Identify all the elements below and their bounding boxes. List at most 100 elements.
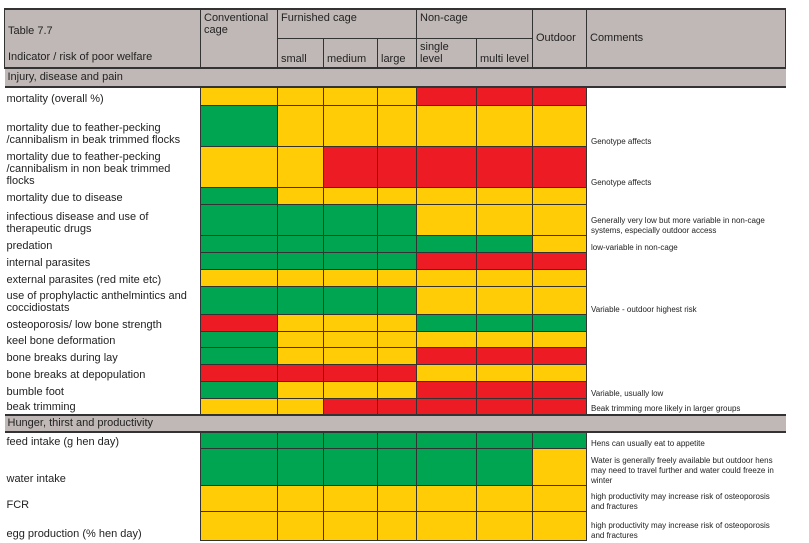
comment: Variable, usually low [591, 388, 664, 398]
risk-cell-medium [323, 347, 378, 365]
table-row: predation low-variable in non-cage [5, 235, 786, 253]
risk-cell-medium [476, 331, 533, 348]
risk-cell-medium [277, 105, 324, 147]
risk-cell-medium [323, 485, 378, 512]
header-single-level: single level [416, 37, 477, 68]
risk-cell-high [200, 314, 278, 332]
table-label: Table 7.7 [8, 25, 53, 38]
section-comment-cell [586, 66, 786, 88]
risk-cell-high [377, 146, 417, 188]
risk-cell-high [532, 252, 587, 270]
risk-cell-low [476, 235, 533, 253]
risk-cell-medium [323, 105, 378, 147]
table-row: keel bone deformation [5, 331, 786, 348]
risk-cell-high [532, 381, 587, 399]
risk-cell-high [377, 398, 417, 415]
risk-cell-high [476, 146, 533, 188]
risk-cell-high [277, 364, 324, 382]
risk-cell-medium [476, 105, 533, 147]
risk-cell-high [200, 364, 278, 382]
header-small: small [277, 37, 324, 68]
risk-cell-medium [323, 314, 378, 332]
section-title: Hunger, thirst and productivity [4, 413, 587, 433]
comment: high productivity may increase risk of o… [591, 520, 770, 540]
risk-cell-medium [416, 105, 477, 147]
header-non-cage: Non-cage [416, 8, 533, 39]
risk-cell-low [200, 252, 278, 270]
comment: Generally very low but more variable in … [591, 215, 765, 235]
indicator-label: use of prophylactic anthelmintics and co… [6, 289, 187, 314]
risk-cell-medium [416, 364, 477, 382]
risk-cell-low [416, 448, 477, 486]
risk-cell-low [200, 331, 278, 348]
comment: Genotype affects [591, 177, 652, 187]
comment [587, 270, 786, 287]
risk-cell-medium [377, 314, 417, 332]
risk-cell-medium [532, 364, 587, 382]
risk-cell-medium [277, 485, 324, 512]
risk-cell-low [377, 235, 417, 253]
table-row: use of prophylactic anthelmintics and co… [5, 286, 786, 315]
risk-cell-low [416, 235, 477, 253]
risk-cell-low [532, 431, 587, 449]
table-row: mortality due to feather-pecking /cannib… [5, 105, 786, 147]
risk-cell-medium [377, 347, 417, 365]
risk-cell-low [200, 286, 278, 315]
risk-cell-medium [377, 269, 417, 287]
indicator-label: mortality due to feather-pecking /cannib… [6, 150, 171, 187]
risk-cell-medium [532, 511, 587, 541]
risk-cell-medium [323, 331, 378, 348]
section-row: Injury, disease and pain [4, 66, 786, 88]
comment [587, 332, 786, 348]
section-comment-cell [586, 413, 786, 433]
table-label-header: Table 7.7 Indicator / risk of poor welfa… [4, 8, 201, 68]
risk-cell-low [277, 252, 324, 270]
risk-cell-medium [476, 204, 533, 236]
risk-cell-medium [476, 485, 533, 512]
risk-cell-low [200, 204, 278, 236]
risk-cell-medium [416, 331, 477, 348]
indicator-label: feed intake (g hen day) [6, 435, 120, 448]
table-row: mortality due to feather-pecking /cannib… [5, 146, 786, 188]
risk-cell-low [200, 381, 278, 399]
risk-cell-low [377, 431, 417, 449]
risk-cell-medium [532, 286, 587, 315]
risk-cell-medium [200, 146, 278, 188]
indicator-label: mortality (overall %) [6, 92, 104, 105]
risk-cell-medium [476, 511, 533, 541]
risk-cell-medium [377, 105, 417, 147]
risk-cell-low [476, 314, 533, 332]
indicator-label: predation [6, 239, 53, 252]
table-row: water intake Water is generally freely av… [5, 448, 786, 486]
risk-cell-high [416, 347, 477, 365]
risk-cell-high [532, 86, 587, 106]
table-row: bumble foot Variable, usually low [5, 381, 786, 399]
risk-cell-low [200, 431, 278, 449]
risk-cell-medium [323, 511, 378, 541]
indicator-label: water intake [6, 472, 66, 485]
risk-cell-medium [323, 381, 378, 399]
indicator-label: bumble foot [6, 385, 64, 398]
risk-cell-medium [277, 187, 324, 205]
risk-cell-medium [416, 204, 477, 236]
header-outdoor: Outdoor [532, 8, 587, 68]
header-medium: medium [323, 37, 378, 68]
risk-cell-high [416, 252, 477, 270]
risk-cell-low [277, 235, 324, 253]
risk-cell-high [532, 398, 587, 415]
table-row: osteoporosis/ low bone strength [5, 314, 786, 332]
table-row: mortality (overall %) [5, 86, 786, 106]
risk-cell-low [200, 347, 278, 365]
header-conventional-cage: Conventional cage [200, 8, 278, 68]
risk-cell-low [476, 431, 533, 449]
risk-cell-medium [277, 347, 324, 365]
risk-cell-high [416, 381, 477, 399]
risk-cell-medium [277, 511, 324, 541]
header-furnished-cage: Furnished cage [277, 8, 417, 39]
risk-cell-medium [532, 105, 587, 147]
risk-cell-medium [416, 485, 477, 512]
risk-cell-high [377, 364, 417, 382]
table-row: beak trimming Beak trimming more likely i… [5, 398, 786, 415]
indicator-label: internal parasites [6, 256, 91, 269]
risk-cell-medium [476, 187, 533, 205]
